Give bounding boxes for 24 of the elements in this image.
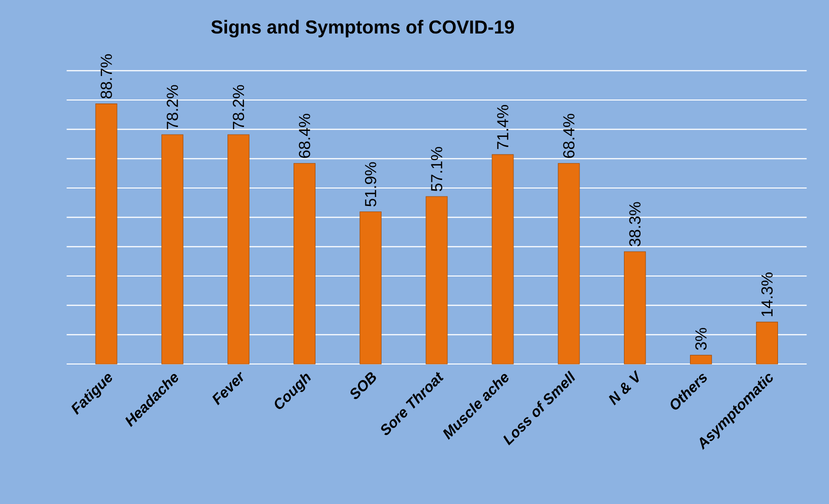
- bar: [690, 354, 712, 364]
- bar: [161, 134, 184, 364]
- data-label: 88.7%: [100, 54, 112, 98]
- bar: [558, 163, 580, 364]
- bar: [228, 134, 250, 364]
- data-label: 51.9%: [364, 162, 376, 206]
- bar: [492, 154, 514, 364]
- bar: [360, 211, 382, 364]
- bar: [426, 196, 448, 364]
- bar: [95, 104, 118, 364]
- bar: [756, 322, 778, 364]
- data-label: 38.3%: [629, 202, 641, 246]
- data-label: 78.2%: [166, 85, 178, 130]
- data-label: 68.4%: [563, 114, 574, 158]
- data-label: 57.1%: [431, 147, 442, 192]
- bar: [624, 251, 646, 364]
- x-tick-label: N & V: [608, 370, 639, 406]
- data-label: 3%: [695, 328, 707, 350]
- chart-title: Signs and Symptoms of COVID-19: [211, 20, 514, 38]
- bar: [294, 163, 316, 364]
- data-label: 71.4%: [497, 105, 508, 150]
- data-label: 14.3%: [761, 272, 773, 316]
- data-label: 68.4%: [298, 114, 310, 158]
- data-label: 78.2%: [232, 85, 244, 130]
